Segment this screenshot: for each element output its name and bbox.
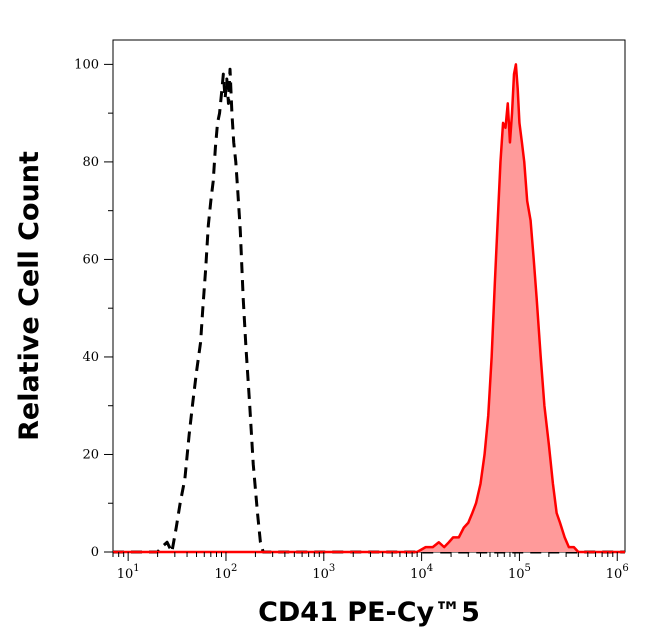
x-tick-label: 105 — [508, 563, 531, 582]
y-tick-label: 100 — [74, 57, 99, 72]
y-tick-label: 80 — [82, 155, 99, 170]
x-axis-title: CD41 PE-Cy™5 — [258, 597, 480, 628]
y-tick-label: 40 — [82, 350, 99, 365]
y-tick-label: 20 — [82, 447, 99, 462]
y-tick-label: 0 — [91, 545, 99, 560]
y-axis-title: Relative Cell Count — [14, 151, 45, 441]
x-tick-label: 106 — [606, 563, 629, 582]
control-histogram-line — [113, 67, 625, 554]
y-tick-label: 60 — [82, 252, 99, 267]
x-tick-label: 103 — [312, 563, 335, 582]
stained-histogram-line — [113, 63, 625, 554]
series-1-area — [113, 64, 625, 552]
x-tick-label: 102 — [215, 563, 238, 582]
x-tick-label: 104 — [410, 563, 433, 582]
x-tick-label: 101 — [117, 563, 140, 582]
